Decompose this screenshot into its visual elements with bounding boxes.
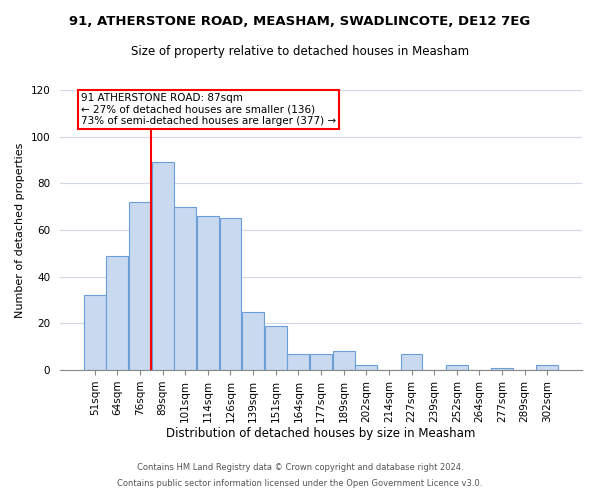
Bar (287, 354, 310, 370)
Bar (265, 326, 287, 370)
Y-axis label: Number of detached properties: Number of detached properties (15, 142, 25, 318)
Bar (401, 354, 422, 370)
Text: 91, ATHERSTONE ROAD, MEASHAM, SWADLINCOTE, DE12 7EG: 91, ATHERSTONE ROAD, MEASHAM, SWADLINCOT… (70, 15, 530, 28)
Bar (355, 366, 377, 370)
Bar (242, 312, 264, 370)
Bar (197, 216, 219, 370)
Bar (129, 202, 151, 370)
Bar (332, 352, 355, 370)
Text: 91 ATHERSTONE ROAD: 87sqm
← 27% of detached houses are smaller (136)
73% of semi: 91 ATHERSTONE ROAD: 87sqm ← 27% of detac… (81, 93, 336, 126)
Bar (536, 366, 558, 370)
Bar (220, 218, 241, 370)
Bar (491, 368, 513, 370)
Bar (84, 296, 106, 370)
Bar (174, 206, 196, 370)
Bar (106, 256, 128, 370)
Text: Contains public sector information licensed under the Open Government Licence v3: Contains public sector information licen… (118, 478, 482, 488)
X-axis label: Distribution of detached houses by size in Measham: Distribution of detached houses by size … (166, 428, 476, 440)
Text: Size of property relative to detached houses in Measham: Size of property relative to detached ho… (131, 45, 469, 58)
Bar (446, 366, 468, 370)
Bar (152, 162, 173, 370)
Bar (310, 354, 332, 370)
Text: Contains HM Land Registry data © Crown copyright and database right 2024.: Contains HM Land Registry data © Crown c… (137, 464, 463, 472)
